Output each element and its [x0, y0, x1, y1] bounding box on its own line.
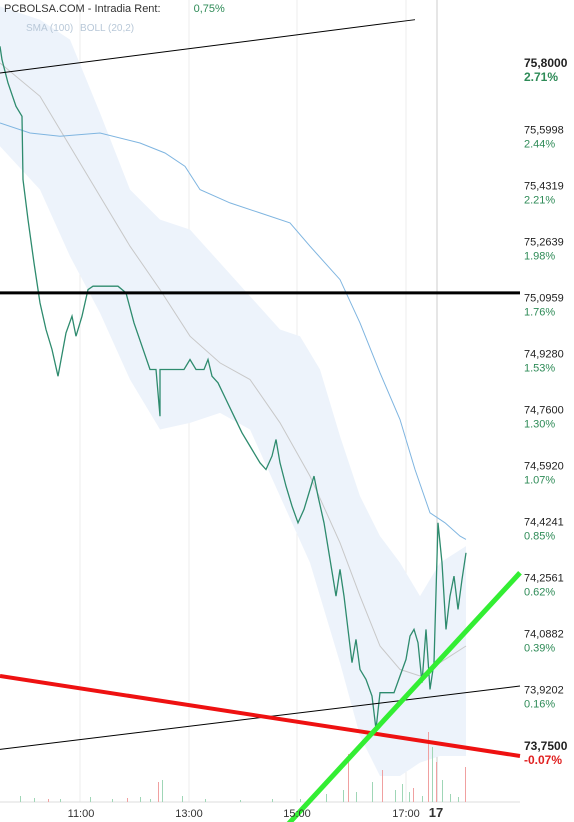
legend-sma: SMA (100) [26, 23, 74, 34]
volume-bar [34, 798, 35, 802]
green-trend-line [286, 571, 522, 822]
y-tick-percent: 0.62% [524, 586, 555, 598]
volume-bar [272, 799, 273, 802]
volume-bar [127, 798, 128, 802]
volume-bar [395, 790, 396, 802]
y-tick-price: 75,8000 [524, 56, 568, 70]
header-separator: - [87, 3, 92, 15]
y-tick-price: 74,2561 [524, 572, 564, 584]
x-axis: 11:00 13:00 15:00 17:00 17 [68, 805, 444, 820]
chart-mode: Intradia [94, 3, 132, 15]
volume-bar [428, 732, 429, 802]
y-tick-percent: 1.53% [524, 363, 555, 375]
volume-bar [356, 792, 357, 802]
volume-bar [458, 797, 459, 802]
y-tick-price: 74,0882 [524, 628, 564, 640]
volume-bar [140, 797, 141, 802]
bollinger-band [0, 6, 466, 776]
volume-bar [422, 796, 423, 802]
y-tick-price: 73,7500 [524, 739, 568, 753]
volume-bar [413, 788, 414, 802]
chart-series [0, 46, 467, 730]
y-tick-price: 75,2639 [524, 237, 564, 249]
y-tick-price: 75,0959 [524, 293, 564, 305]
volume-bar [465, 767, 466, 802]
volume-bar [326, 794, 327, 802]
volume-bar [20, 796, 21, 802]
volume-bar [150, 799, 151, 802]
volume-bar [240, 800, 241, 802]
y-tick-price: 74,7600 [524, 404, 564, 416]
y-tick-price: 74,5920 [524, 460, 564, 472]
y-tick-price: 73,9202 [524, 684, 564, 696]
rent-label: Rent: [134, 3, 161, 15]
volume-bar [162, 780, 163, 802]
volume-bar [182, 796, 183, 802]
volume-bar [205, 799, 206, 802]
red-support-line [0, 674, 521, 758]
chart-header: PCBOLSA.COM - Intradia Rent: 0,75% [4, 3, 225, 15]
x-tick-label: 15:00 [283, 808, 311, 820]
y-tick-price: 74,4241 [524, 516, 564, 528]
price-line [0, 46, 467, 730]
y-tick-percent: 2.44% [524, 139, 555, 151]
volume-bar [382, 770, 383, 802]
volume-bar [112, 799, 113, 802]
indicator-legend: SMA (100) BOLL (20,2) [26, 23, 138, 34]
upper-channel-line [0, 19, 416, 74]
legend-boll: BOLL (20,2) [80, 23, 135, 34]
site-name: PCBOLSA.COM [4, 3, 85, 15]
volume-bar [60, 799, 61, 802]
y-tick-percent: 1.30% [524, 418, 555, 430]
volume-bars [20, 732, 466, 802]
x-tick-label: 11:00 [68, 808, 95, 820]
volume-bar [90, 797, 91, 802]
volume-bar [409, 792, 410, 802]
volume-bar [48, 799, 49, 802]
y-tick-percent: -0.07% [524, 753, 562, 767]
y-tick-percent: 1.76% [524, 307, 555, 319]
trend-lines [0, 19, 522, 822]
volume-bar [432, 747, 433, 802]
volume-bar [450, 794, 451, 802]
volume-bar [402, 784, 403, 802]
x-tick-label: 17 [429, 805, 443, 820]
volume-bar [348, 754, 349, 802]
sma-line [0, 122, 467, 540]
y-tick-percent: 0.85% [524, 530, 555, 542]
y-tick-price: 74,9280 [524, 349, 564, 361]
y-tick-percent: 1.98% [524, 251, 555, 263]
y-tick-percent: 0.16% [524, 698, 555, 710]
volume-bar [343, 790, 344, 802]
volume-bar [158, 782, 159, 802]
y-tick-percent: 1.07% [524, 474, 555, 486]
y-tick-percent: 2.71% [524, 70, 558, 84]
y-tick-percent: 0.39% [524, 642, 555, 654]
x-tick-label: 13:00 [175, 808, 203, 820]
y-tick-price: 75,4319 [524, 181, 564, 193]
volume-bar [372, 782, 373, 802]
volume-bar [436, 762, 437, 802]
rent-value: 0,75% [193, 3, 225, 15]
y-tick-percent: 2.21% [524, 195, 555, 207]
bollinger-area [0, 6, 466, 776]
volume-bar [300, 799, 301, 802]
bollinger-middle-line [0, 62, 467, 677]
x-tick-label: 17:00 [392, 808, 420, 820]
volume-bar [442, 780, 443, 802]
y-tick-price: 75,5998 [524, 125, 564, 137]
